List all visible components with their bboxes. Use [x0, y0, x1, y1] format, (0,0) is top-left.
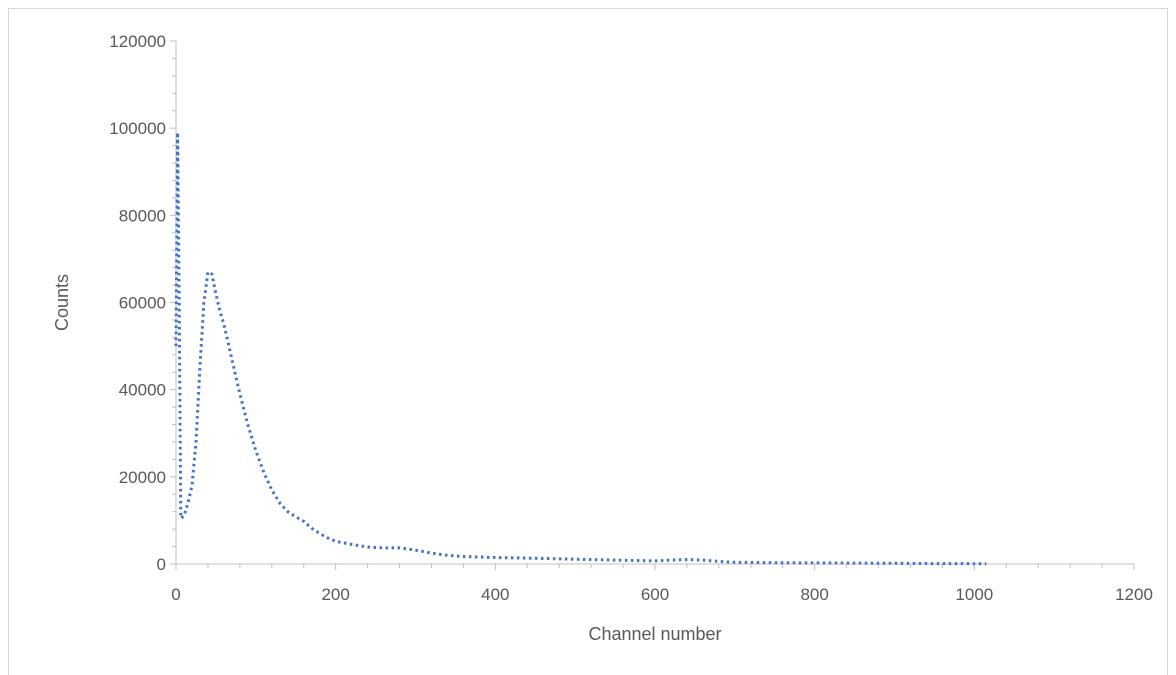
x-axis-title: Channel number — [588, 624, 721, 644]
y-tick-label: 80000 — [119, 206, 166, 225]
y-tick-label: 60000 — [119, 294, 166, 313]
series-line-0 — [174, 131, 987, 566]
x-tick-label: 400 — [481, 585, 509, 604]
y-tick-label: 100000 — [109, 119, 166, 138]
y-tick-label: 20000 — [119, 468, 166, 487]
x-tick-label: 0 — [171, 585, 180, 604]
x-tick-label: 600 — [641, 585, 669, 604]
x-tick-label: 1200 — [1115, 585, 1153, 604]
axes: 0 20000 40000 60000 80000 100000 120000 0 200 400… — [109, 32, 1153, 604]
x-tick-label: 800 — [800, 585, 828, 604]
y-axis-title: Counts — [52, 274, 72, 331]
y-tick-label: 120000 — [109, 32, 166, 51]
x-tick-label: 1000 — [955, 585, 993, 604]
y-tick-label: 0 — [157, 555, 166, 574]
x-tick-label: 200 — [321, 585, 349, 604]
y-tick-label: 40000 — [119, 381, 166, 400]
series-layer — [174, 131, 987, 566]
